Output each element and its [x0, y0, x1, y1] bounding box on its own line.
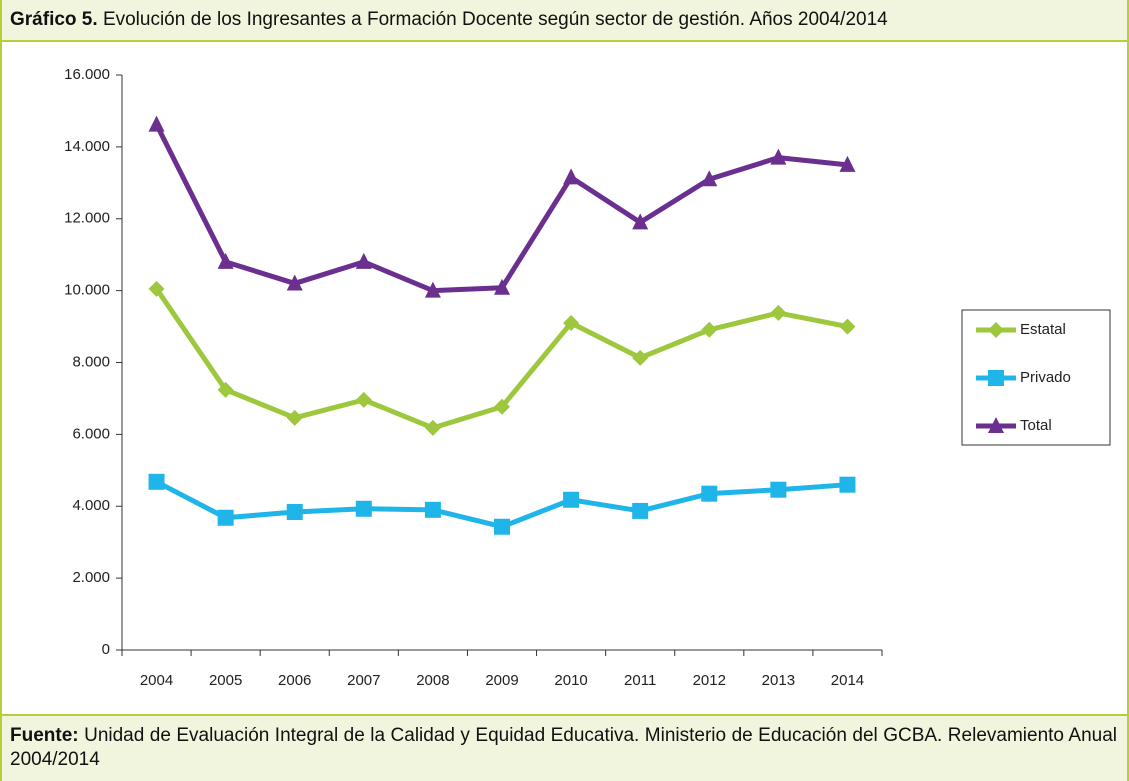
x-tick-label: 2011 — [624, 672, 656, 689]
marker — [217, 252, 234, 269]
marker — [632, 349, 649, 366]
y-tick-label: 2.000 — [72, 569, 110, 586]
legend-label: Privado — [1020, 369, 1071, 386]
marker — [494, 278, 510, 295]
x-tick-label: 2006 — [278, 672, 311, 689]
marker — [217, 509, 234, 526]
marker — [286, 409, 303, 426]
marker — [355, 500, 372, 517]
marker — [839, 476, 856, 493]
marker — [988, 417, 1004, 433]
y-tick-label: 6.000 — [72, 425, 110, 442]
marker — [701, 321, 718, 338]
marker — [355, 391, 372, 408]
series-line — [154, 123, 848, 294]
marker — [988, 322, 1004, 338]
y-tick-label: 12.000 — [64, 210, 110, 227]
marker — [148, 280, 165, 297]
marker — [424, 501, 441, 518]
x-tick-label: 2013 — [762, 672, 795, 689]
marker — [770, 304, 787, 321]
marker — [494, 398, 510, 415]
x-tick-label: 2012 — [693, 672, 726, 689]
x-tick-label: 2007 — [347, 672, 380, 689]
marker — [632, 213, 649, 230]
x-tick-label: 2009 — [485, 672, 518, 689]
y-tick-label: 10.000 — [64, 282, 110, 299]
marker — [148, 473, 165, 490]
marker — [286, 504, 303, 520]
marker — [424, 419, 441, 436]
marker — [563, 314, 580, 331]
legend-label: Total — [1020, 417, 1052, 434]
footer-text: Unidad de Evaluación Integral de la Cali… — [10, 725, 1117, 770]
x-tick-label: 2005 — [209, 672, 242, 689]
x-tick-label: 2008 — [416, 672, 449, 689]
y-tick-label: 14.000 — [64, 138, 110, 155]
y-tick-label: 16.000 — [64, 66, 110, 83]
legend-label: Estatal — [1020, 321, 1066, 338]
marker — [701, 485, 718, 502]
marker — [770, 148, 787, 165]
marker — [148, 115, 165, 132]
chart: 0 2.000 4.000 6.000 8.000 10.000 12.000 14.000 1… — [64, 66, 1111, 689]
marker — [494, 518, 510, 535]
footer-label: Fuente: — [10, 725, 79, 746]
y-tick-label: 0 — [102, 641, 110, 658]
marker — [286, 274, 303, 291]
footer: Fuente: Unidad de Evaluación Integral de… — [2, 714, 1127, 781]
marker — [770, 481, 787, 498]
x-tick-label: 2010 — [554, 672, 587, 689]
header-title: Evolución de los Ingresantes a Formación… — [102, 9, 888, 30]
marker — [839, 155, 856, 172]
y-tick-label: 8.000 — [72, 353, 110, 370]
marker — [988, 370, 1004, 386]
marker — [701, 170, 718, 187]
header: Gráfico 5. Evolución de los Ingresantes … — [2, 0, 1127, 42]
x-tick-label: 2014 — [831, 672, 864, 689]
marker — [632, 502, 649, 519]
marker — [217, 381, 234, 398]
marker — [355, 252, 372, 269]
marker — [839, 318, 856, 335]
marker — [563, 491, 580, 508]
marker — [424, 281, 441, 298]
y-tick-label: 4.000 — [72, 497, 110, 514]
x-tick-label: 2004 — [140, 672, 173, 689]
marker — [563, 168, 580, 185]
header-label: Gráfico 5. — [10, 9, 98, 30]
